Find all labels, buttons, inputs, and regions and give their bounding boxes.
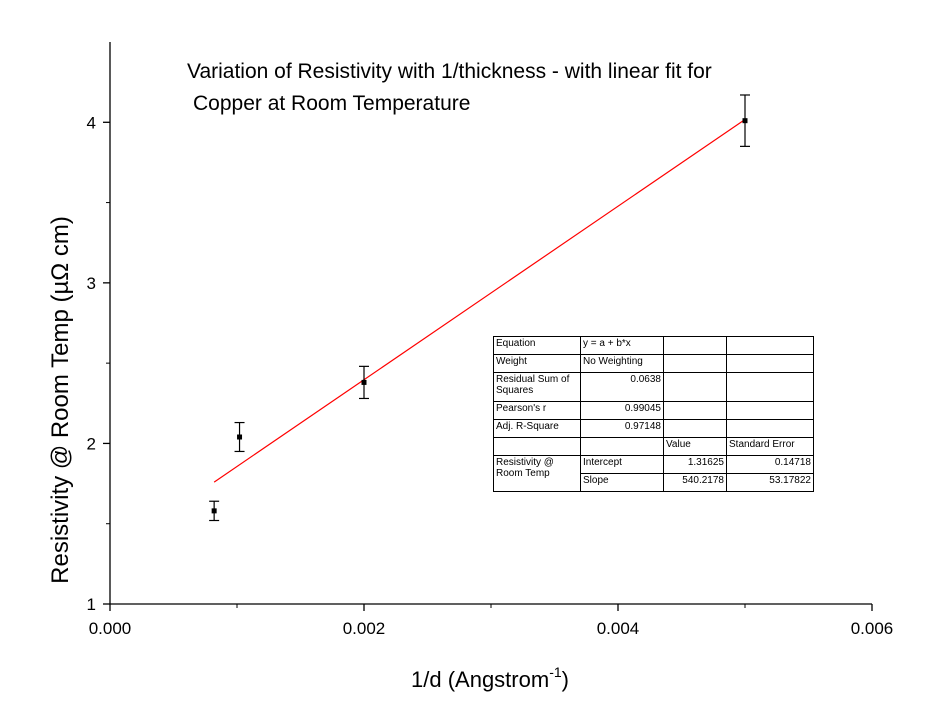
param-group-label: Resistivity @ Room Temp bbox=[493, 455, 581, 492]
x-axis-label-sup: -1 bbox=[549, 664, 562, 680]
data-point bbox=[211, 508, 217, 514]
data-point-group bbox=[234, 421, 245, 453]
pearson-value: 0.99045 bbox=[580, 401, 664, 420]
rss-label: Residual Sum of Squares bbox=[493, 372, 581, 402]
data-points bbox=[209, 94, 750, 522]
empty-cell bbox=[493, 437, 581, 456]
data-point bbox=[237, 434, 243, 440]
x-tick-label: 0.000 bbox=[89, 619, 132, 638]
slope-label: Slope bbox=[580, 473, 664, 492]
table-row: Equation y = a + b*x bbox=[493, 336, 814, 355]
empty-cell bbox=[663, 372, 727, 402]
empty-cell bbox=[580, 437, 664, 456]
fit-results-table: Equation y = a + b*x Weight No Weighting… bbox=[493, 336, 814, 492]
data-point-group bbox=[209, 500, 220, 522]
equation-label: Equation bbox=[493, 336, 581, 355]
equation-value: y = a + b*x bbox=[580, 336, 664, 355]
empty-cell bbox=[726, 372, 814, 402]
empty-cell bbox=[663, 419, 727, 438]
x-axis-label-end: ) bbox=[562, 667, 569, 692]
empty-cell bbox=[663, 336, 727, 355]
stderr-header: Standard Error bbox=[726, 437, 814, 456]
slope-error: 53.17822 bbox=[726, 473, 814, 492]
intercept-label: Intercept bbox=[580, 455, 664, 474]
x-axis-label: 1/d (Angstrom-1) bbox=[411, 664, 569, 692]
x-axis-label-main: 1/d (Angstrom bbox=[411, 667, 549, 692]
table-row: Resistivity @ Room Temp Intercept 1.3162… bbox=[493, 455, 814, 492]
weight-value: No Weighting bbox=[580, 354, 664, 373]
y-axis-label: Resistivity @ Room Temp (µΩ cm) bbox=[47, 216, 74, 584]
y-tick-label: 4 bbox=[87, 113, 96, 132]
linear-fit-line bbox=[213, 119, 746, 483]
intercept-error: 0.14718 bbox=[726, 455, 814, 474]
empty-cell bbox=[663, 354, 727, 373]
intercept-value: 1.31625 bbox=[663, 455, 727, 474]
x-tick-label: 0.006 bbox=[851, 619, 894, 638]
value-header: Value bbox=[663, 437, 727, 456]
weight-label: Weight bbox=[493, 354, 581, 373]
slope-value: 540.2178 bbox=[663, 473, 727, 492]
adj-r-square-value: 0.97148 bbox=[580, 419, 664, 438]
y-tick-label: 2 bbox=[87, 434, 96, 453]
y-tick-label: 3 bbox=[87, 274, 96, 293]
ticks: 0.000 0.002 0.004 0.006 1 2 3 4 bbox=[87, 113, 894, 638]
empty-cell bbox=[726, 354, 814, 373]
data-point-group bbox=[740, 94, 750, 147]
table-row: Pearson's r 0.99045 bbox=[493, 401, 814, 420]
table-row: Adj. R-Square 0.97148 bbox=[493, 419, 814, 438]
table-row: Weight No Weighting bbox=[493, 354, 814, 373]
table-row: Slope 540.2178 53.17822 bbox=[494, 473, 814, 492]
data-point bbox=[742, 118, 748, 124]
rss-value: 0.0638 bbox=[580, 372, 664, 402]
table-row: Residual Sum of Squares 0.0638 bbox=[493, 372, 814, 402]
chart-title-line-1: Variation of Resistivity with 1/thicknes… bbox=[187, 60, 712, 83]
data-point-group bbox=[359, 365, 369, 400]
empty-cell bbox=[726, 419, 814, 438]
empty-cell bbox=[726, 336, 814, 355]
empty-cell bbox=[726, 401, 814, 420]
data-point bbox=[361, 379, 367, 385]
chart-title-line-2: Copper at Room Temperature bbox=[193, 92, 471, 115]
empty-cell bbox=[663, 401, 727, 420]
x-tick-label: 0.002 bbox=[343, 619, 386, 638]
fit-line-group bbox=[213, 119, 746, 483]
x-tick-label: 0.004 bbox=[597, 619, 640, 638]
y-tick-label: 1 bbox=[87, 595, 96, 614]
table-row: Value Standard Error bbox=[493, 437, 814, 456]
pearson-label: Pearson's r bbox=[493, 401, 581, 420]
adj-r-square-label: Adj. R-Square bbox=[493, 419, 581, 438]
axes bbox=[109, 42, 872, 605]
